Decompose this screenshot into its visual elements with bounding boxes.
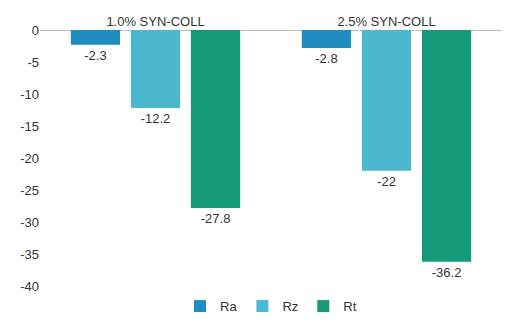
svg-text:-36.2: -36.2 [432, 265, 462, 280]
svg-text:-15: -15 [20, 119, 39, 134]
svg-text:-27.8: -27.8 [201, 211, 231, 226]
svg-text:Rz: Rz [282, 299, 298, 314]
svg-text:-12.2: -12.2 [141, 111, 171, 126]
svg-text:0: 0 [32, 23, 39, 38]
svg-text:-2.8: -2.8 [315, 51, 337, 66]
svg-text:-10: -10 [20, 87, 39, 102]
svg-text:-22: -22 [377, 174, 396, 189]
svg-text:Rt: Rt [343, 299, 356, 314]
svg-text:-25: -25 [20, 183, 39, 198]
svg-text:-30: -30 [20, 215, 39, 230]
svg-text:-2.3: -2.3 [84, 48, 106, 63]
svg-text:-5: -5 [27, 55, 39, 70]
svg-text:-35: -35 [20, 247, 39, 262]
svg-text:-40: -40 [20, 279, 39, 294]
svg-text:1.0% SYN-COLL: 1.0% SYN-COLL [106, 14, 204, 29]
svg-text:-20: -20 [20, 151, 39, 166]
svg-text:Ra: Ra [220, 299, 237, 314]
svg-text:2.5% SYN-COLL: 2.5% SYN-COLL [337, 14, 435, 29]
